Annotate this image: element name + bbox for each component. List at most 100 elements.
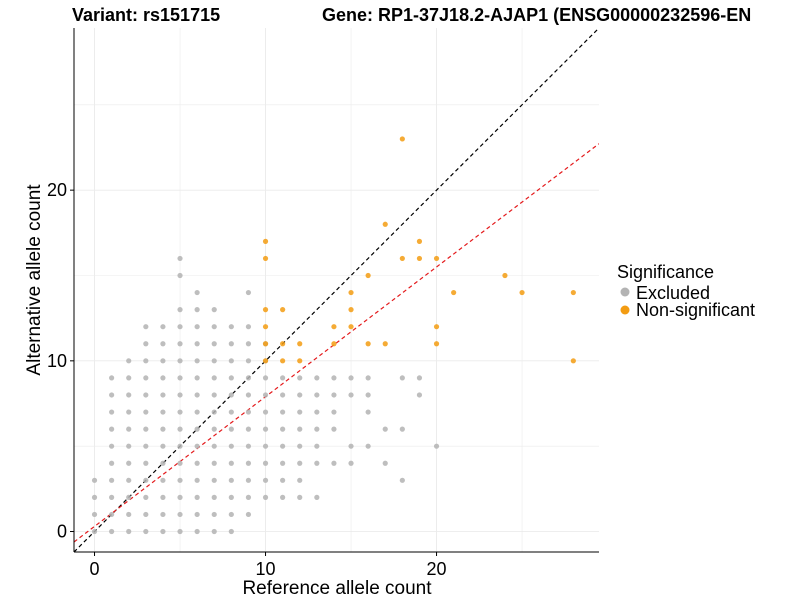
point-excluded <box>194 460 200 466</box>
point-excluded <box>348 460 354 466</box>
point-excluded <box>228 341 234 347</box>
point-excluded <box>194 341 200 347</box>
point-non-significant <box>519 289 525 296</box>
legend-marker-excluded <box>620 287 630 297</box>
point-excluded <box>297 443 303 449</box>
point-excluded <box>280 494 286 500</box>
point-excluded <box>160 443 166 449</box>
point-excluded <box>228 358 234 364</box>
point-excluded <box>211 324 217 330</box>
point-non-significant <box>297 358 303 364</box>
point-excluded <box>194 426 200 432</box>
point-excluded <box>143 341 149 347</box>
point-excluded <box>228 443 234 449</box>
point-excluded <box>160 324 166 330</box>
point-excluded <box>399 477 405 483</box>
y-tick-label: 0 <box>57 522 67 542</box>
y-axis-title: Alternative allele count <box>24 184 45 376</box>
point-excluded <box>109 426 115 432</box>
point-non-significant <box>451 289 457 296</box>
point-excluded <box>194 409 200 415</box>
point-non-significant <box>348 324 354 330</box>
point-excluded <box>194 358 200 364</box>
point-excluded <box>314 375 320 381</box>
legend: Significance Excluded Non-significant <box>617 262 755 320</box>
point-excluded <box>348 375 354 381</box>
point-excluded <box>126 392 132 398</box>
point-excluded <box>91 477 98 483</box>
point-non-significant <box>348 307 354 313</box>
point-excluded <box>143 426 149 432</box>
point-excluded <box>228 409 234 415</box>
point-excluded <box>245 409 252 415</box>
tick-labels: 0 10 20 0 10 20 <box>47 180 447 579</box>
x-tick-label: 20 <box>427 559 447 579</box>
data-points <box>91 136 576 535</box>
point-excluded <box>348 392 354 398</box>
point-excluded <box>314 443 320 449</box>
point-excluded <box>109 511 115 518</box>
x-axis-title: Reference allele count <box>242 578 432 599</box>
point-excluded <box>245 511 252 518</box>
point-excluded <box>228 426 234 432</box>
point-non-significant <box>331 341 337 347</box>
point-non-significant <box>280 358 286 364</box>
point-excluded <box>297 375 303 381</box>
axes <box>70 28 599 556</box>
point-excluded <box>143 460 149 466</box>
point-excluded <box>109 375 115 381</box>
point-excluded <box>126 375 132 381</box>
point-excluded <box>160 460 166 466</box>
point-excluded <box>160 409 166 415</box>
point-excluded <box>262 426 269 432</box>
point-excluded <box>211 341 217 347</box>
point-non-significant <box>297 341 303 347</box>
point-non-significant <box>416 238 423 244</box>
point-excluded <box>160 426 166 432</box>
point-excluded <box>245 426 252 432</box>
point-excluded <box>91 528 98 535</box>
point-excluded <box>177 477 183 483</box>
point-excluded <box>126 460 132 466</box>
point-excluded <box>228 375 234 381</box>
point-non-significant <box>399 255 405 262</box>
point-excluded <box>245 341 252 347</box>
point-excluded <box>245 477 252 483</box>
x-tick-label: 0 <box>90 559 100 579</box>
point-non-significant <box>433 324 440 330</box>
point-excluded <box>194 511 200 518</box>
point-excluded <box>177 307 183 313</box>
point-excluded <box>109 477 115 483</box>
point-non-significant <box>348 289 354 296</box>
legend-label-excluded: Excluded <box>636 283 710 303</box>
point-excluded <box>194 494 200 500</box>
point-excluded <box>143 477 149 483</box>
point-excluded <box>177 409 183 415</box>
point-non-significant <box>570 289 576 296</box>
point-excluded <box>109 460 115 466</box>
point-excluded <box>109 392 115 398</box>
point-excluded <box>297 392 303 398</box>
point-non-significant <box>280 341 286 347</box>
point-excluded <box>228 477 234 483</box>
y-tick-label: 20 <box>47 180 67 200</box>
point-excluded <box>262 494 269 500</box>
point-excluded <box>297 494 303 500</box>
point-non-significant <box>382 341 388 347</box>
point-excluded <box>177 341 183 347</box>
point-excluded <box>314 426 320 432</box>
point-excluded <box>228 494 234 500</box>
point-excluded <box>211 528 217 535</box>
point-excluded <box>126 443 132 449</box>
x-tick-label: 10 <box>256 559 276 579</box>
point-excluded <box>365 443 371 449</box>
point-excluded <box>245 392 252 398</box>
point-excluded <box>211 477 217 483</box>
point-non-significant <box>262 358 269 364</box>
point-excluded <box>416 375 423 381</box>
point-excluded <box>297 426 303 432</box>
point-excluded <box>262 460 269 466</box>
point-non-significant <box>570 358 576 364</box>
point-excluded <box>160 375 166 381</box>
